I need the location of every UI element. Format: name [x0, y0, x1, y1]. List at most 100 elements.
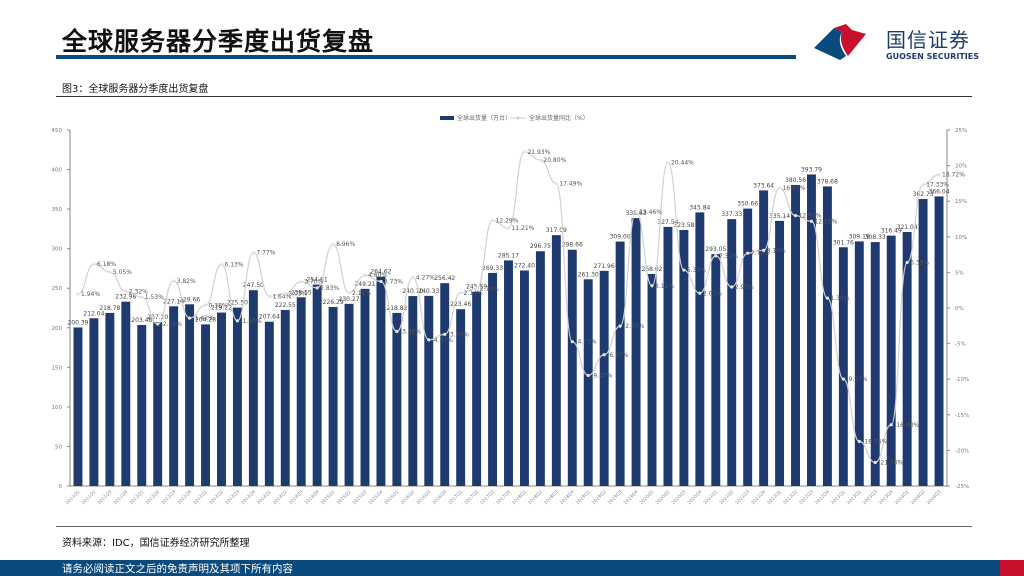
- bar: [328, 306, 338, 486]
- bar-value-label: 230.27: [339, 296, 360, 303]
- bar-value-label: 268.02: [642, 266, 663, 273]
- bar: [504, 260, 513, 486]
- line-point: [522, 150, 527, 154]
- x-tick-label: 2012Q2: [144, 489, 161, 506]
- bar: [934, 196, 944, 486]
- y-left-tick: 150: [52, 365, 63, 371]
- line-point: [187, 316, 192, 320]
- x-tick-label: 2017Q3: [479, 489, 496, 506]
- line-point: [267, 294, 271, 298]
- y-right-tick: -10%: [955, 377, 969, 383]
- bar: [312, 284, 322, 486]
- line-point: [203, 303, 208, 307]
- x-tick-label: 2015Q1: [320, 489, 337, 506]
- bar-value-label: 218.78: [99, 305, 120, 312]
- x-tick-label: 2014Q2: [272, 489, 289, 506]
- x-tick-label: 2013Q2: [208, 489, 225, 506]
- bar-value-label: 321.04: [897, 224, 918, 231]
- line-value-label: -2.55%: [623, 323, 645, 330]
- x-tick-label: 2024Q2: [910, 489, 927, 506]
- line-value-label: 20.80%: [543, 157, 566, 164]
- line-value-label: 1.53%: [145, 294, 164, 301]
- line-point: [857, 439, 861, 444]
- bar: [424, 295, 434, 486]
- x-tick-label: 2011Q4: [112, 489, 129, 506]
- line-value-label: 2.07%: [703, 290, 722, 297]
- bar: [408, 296, 418, 486]
- line-value-label: 16.87%: [783, 185, 806, 192]
- bar-value-label: 240.33: [418, 288, 439, 295]
- bar: [121, 301, 131, 486]
- bar: [822, 186, 832, 486]
- y-left-tick: 0: [59, 484, 63, 490]
- bar-value-label: 298.66: [562, 242, 583, 249]
- x-tick-label: 2023Q3: [862, 489, 879, 506]
- line-point: [411, 275, 415, 280]
- line-value-label: 18.72%: [942, 172, 965, 179]
- line-point: [905, 260, 909, 265]
- bar-value-label: 373.64: [753, 182, 774, 189]
- line-value-label: 20.44%: [671, 159, 694, 166]
- line-value-label: -3.30%: [400, 328, 422, 335]
- footer-accent: [1000, 560, 1024, 576]
- x-axis-labels: 2011Q1 2011Q2 2011Q3 2011Q4 2012Q1 2012Q2 2012…: [65, 489, 943, 506]
- line-value-label: 4.27%: [416, 275, 435, 282]
- x-tick-label: 2018Q1: [511, 489, 528, 506]
- bar-value-label: 293.05: [705, 246, 726, 253]
- line-point: [570, 340, 574, 344]
- x-tick-label: 2019Q4: [623, 489, 640, 506]
- x-tick-label: 2018Q3: [543, 489, 560, 506]
- y-right-tick: -20%: [955, 448, 969, 454]
- y-left-tick: 100: [52, 405, 63, 411]
- line-value-label: 17.49%: [559, 180, 582, 187]
- bar: [519, 270, 529, 486]
- line-point: [921, 183, 925, 187]
- bar: [918, 199, 928, 486]
- x-tick-label: 2018Q2: [527, 489, 544, 506]
- x-tick-label: 2014Q3: [288, 489, 305, 506]
- y-right-tick: 10%: [955, 235, 967, 241]
- bar-value-label: 203.48: [131, 317, 152, 324]
- bar: [631, 218, 641, 486]
- bar-value-label: 345.84: [689, 204, 710, 211]
- line-point: [873, 460, 877, 465]
- bar-value-label: 327.54: [657, 219, 678, 226]
- x-tick-label: 2022Q1: [766, 489, 783, 506]
- y-right-tick: 5%: [955, 270, 964, 276]
- line-point: [937, 173, 941, 177]
- bar: [472, 291, 482, 486]
- bar: [791, 184, 800, 486]
- x-tick-label: 2020Q1: [639, 489, 656, 506]
- x-tick-label: 2019Q3: [607, 489, 624, 506]
- x-tick-label: 2013Q4: [240, 489, 257, 506]
- line-value-label: 12.18%: [814, 218, 837, 225]
- line-point: [506, 226, 511, 230]
- y-right-tick: -15%: [955, 413, 969, 419]
- x-tick-label: 2017Q2: [463, 489, 480, 506]
- figure-bottom-rule: [56, 526, 972, 527]
- x-tick-label: 2011Q3: [96, 489, 113, 506]
- bar-value-label: 271.96: [594, 263, 615, 270]
- line-point: [315, 286, 319, 290]
- line-point: [124, 289, 128, 294]
- bar: [775, 220, 785, 487]
- x-tick-label: 2016Q2: [399, 489, 416, 506]
- bar: [280, 309, 290, 486]
- line-value-label: 2.03%: [288, 291, 307, 298]
- bar-value-label: 218.82: [386, 305, 407, 312]
- bar-value-label: 200.39: [67, 319, 88, 326]
- x-tick-label: 2015Q2: [336, 489, 353, 506]
- line-point: [777, 186, 782, 190]
- line-value-label: 6.13%: [224, 261, 243, 268]
- x-tick-label: 2020Q4: [686, 489, 703, 506]
- bar: [217, 312, 226, 486]
- legend-line-label: 全球出货量同比（%）: [529, 114, 589, 122]
- x-tick-label: 2022Q3: [798, 489, 815, 506]
- y-right-tick: 0%: [955, 306, 964, 312]
- x-tick-label: 2020Q2: [654, 489, 671, 506]
- bar: [201, 324, 211, 486]
- x-tick-label: 2011Q1: [65, 489, 82, 506]
- line-value-label: 11.21%: [512, 225, 535, 232]
- line-point: [602, 353, 606, 357]
